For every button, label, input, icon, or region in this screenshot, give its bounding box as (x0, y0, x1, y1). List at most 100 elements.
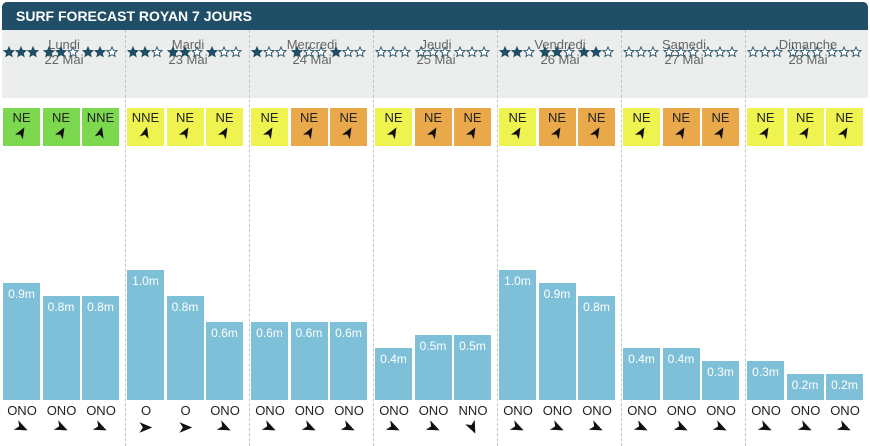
star-empty-icon (810, 46, 823, 58)
wave-height-label: 0.8m (171, 300, 199, 314)
swell-arrow-icon-wrap (138, 420, 153, 440)
wind-direction-label: NE (12, 110, 31, 125)
star-filled-icon (206, 46, 218, 58)
wind-direction-label: NE (508, 110, 527, 125)
wind-box: NNE (127, 108, 164, 146)
star-filled-icon (166, 46, 179, 58)
rating-stars (206, 46, 242, 60)
swell-arrow-icon (465, 419, 476, 434)
wind-arrow-icon (634, 127, 645, 140)
rating-stars (290, 46, 327, 60)
wind-direction-label: NE (671, 110, 691, 125)
wave-height-bar: 1.0m (127, 270, 164, 400)
star-empty-icon (106, 46, 118, 58)
wind-arrow-icon-wrap (589, 126, 603, 144)
wind-arrow-icon (510, 127, 521, 140)
wave-height-label: 1.0m (132, 274, 159, 288)
wind-box: NE (662, 108, 700, 146)
rating-stars (82, 46, 118, 60)
swell-direction-label: NNO (458, 403, 488, 418)
wind-box: NE (414, 108, 452, 146)
star-empty-icon (66, 46, 79, 58)
swell-arrow-icon (139, 422, 153, 433)
swell-arrow-icon (757, 420, 772, 431)
wave-height-label: 0.4m (667, 352, 695, 366)
wind-box: NE (454, 108, 491, 146)
wind-direction-label: NE (795, 110, 815, 125)
wave-height-label: 0.6m (295, 326, 323, 340)
star-filled-icon (54, 46, 67, 58)
day-separator (249, 30, 250, 446)
wind-arrow-icon-wrap (139, 126, 152, 144)
star-filled-icon (578, 46, 590, 58)
wave-height-label: 1.0m (504, 274, 531, 288)
rating-stars (166, 46, 203, 60)
wave-height-bar: 1.0m (499, 270, 536, 400)
swell-arrow-icon (92, 420, 107, 431)
star-filled-icon (82, 46, 94, 58)
forecast-title: SURF FORECAST ROYAN 7 JOURS (16, 8, 252, 24)
swell-arrow-icon (549, 420, 564, 431)
wind-arrow-icon-wrap (798, 126, 812, 144)
star-filled-icon (94, 46, 106, 58)
wave-height-bar: 0.3m (702, 361, 739, 400)
wind-box: NE (42, 108, 80, 146)
wind-direction-label: NE (339, 110, 358, 125)
star-empty-icon (263, 46, 275, 58)
wind-direction-label: NE (463, 110, 482, 125)
swell-arrow-icon-wrap (797, 420, 813, 440)
star-empty-icon (190, 46, 203, 58)
swell-arrow-icon (509, 420, 524, 431)
wind-box: NE (702, 108, 739, 146)
rating-stars (127, 46, 163, 60)
wave-height-label: 0.6m (256, 326, 283, 340)
star-filled-icon (127, 46, 139, 58)
swell-arrow-icon-wrap (712, 420, 728, 440)
day-column-header: Jeudi 25 Mai (374, 30, 498, 98)
swell-direction-label: ONO (294, 403, 325, 418)
wind-arrow-icon (386, 127, 397, 140)
star-empty-icon (387, 46, 399, 58)
wave-height-label: 0.5m (419, 339, 447, 353)
swell-arrow-icon-wrap (301, 420, 317, 440)
wave-height-label: 0.3m (752, 365, 779, 379)
swell-arrow-icon (340, 420, 355, 431)
rating-stars (42, 46, 79, 60)
wind-box: NE (826, 108, 863, 146)
wind-direction-label: NE (547, 110, 567, 125)
day-column-header: Samedi 27 Mai (622, 30, 746, 98)
star-empty-icon (478, 46, 490, 58)
wave-height-label: 0.2m (831, 378, 858, 392)
header-bar: SURF FORECAST ROYAN 7 JOURS (2, 2, 868, 30)
swell-direction-label: ONO (706, 403, 736, 418)
swell-arrow-icon-wrap (588, 420, 604, 440)
day-column-header: Lundi 22 Mai (2, 30, 126, 98)
swell-arrow-icon (633, 420, 648, 431)
wind-arrow-icon-wrap (465, 126, 479, 144)
wind-direction-label: NE (175, 110, 195, 125)
star-empty-icon (662, 46, 675, 58)
wind-arrow-icon (341, 127, 352, 140)
star-empty-icon (647, 46, 659, 58)
wave-height-bar: 0.6m (330, 322, 367, 400)
day-separator (373, 30, 374, 446)
swell-arrow-icon (588, 420, 603, 431)
swell-arrow-icon (797, 420, 812, 431)
wind-box: NNE (82, 108, 119, 146)
wind-arrow-icon-wrap (837, 126, 851, 144)
wind-box: NE (290, 108, 328, 146)
star-filled-icon (499, 46, 511, 58)
star-empty-icon (674, 46, 687, 58)
wind-box: NE (206, 108, 243, 146)
swell-direction-label: ONO (86, 403, 116, 418)
wave-height-label: 0.8m (583, 300, 610, 314)
day-column-header: Dimanche 28 Mai (746, 30, 870, 98)
wind-direction-label: NNE (86, 110, 115, 125)
swell-arrow-icon (673, 420, 688, 431)
wind-arrow-icon (713, 127, 724, 140)
swell-arrow-icon (836, 420, 851, 431)
wind-box: NE (375, 108, 412, 146)
star-filled-icon (330, 46, 342, 58)
wind-arrow-icon (262, 127, 273, 140)
